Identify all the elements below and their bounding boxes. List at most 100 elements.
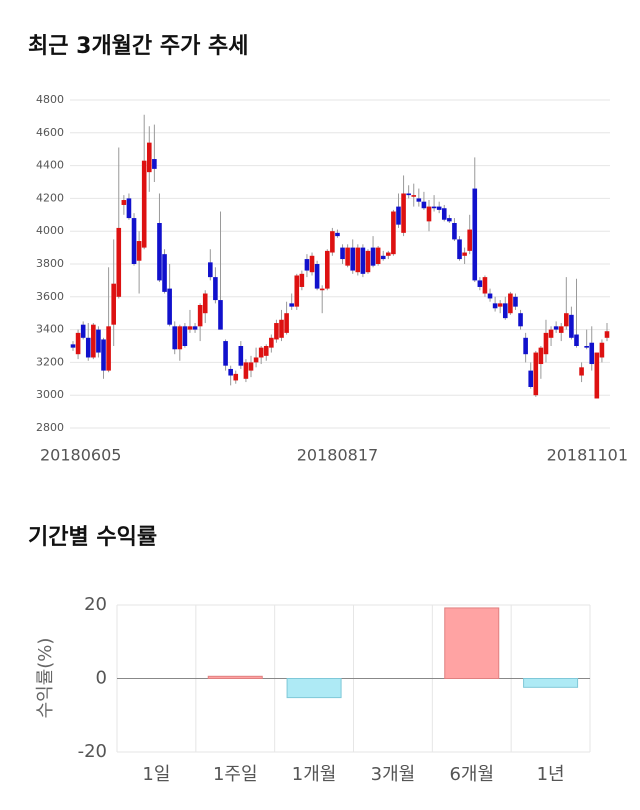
- candle-body: [523, 337, 528, 355]
- candle-body: [248, 362, 254, 371]
- candle-body: [492, 303, 498, 309]
- candle-body: [192, 326, 198, 330]
- candle-body: [304, 259, 310, 271]
- candle-body: [141, 160, 147, 248]
- candle-body: [182, 326, 188, 346]
- y-tick-label: -20: [78, 741, 107, 762]
- candle-body: [482, 277, 488, 294]
- candle-body: [350, 247, 356, 271]
- candle-body: [528, 370, 534, 387]
- candle-body: [101, 339, 106, 371]
- candle-body: [431, 206, 437, 209]
- candle-body: [467, 229, 472, 251]
- candle-body: [502, 303, 508, 319]
- candle-body: [136, 241, 142, 261]
- candle-body: [370, 247, 376, 266]
- candle-body: [197, 305, 203, 327]
- candle-body: [258, 347, 264, 358]
- candle-body: [152, 159, 157, 169]
- candle-body: [391, 211, 396, 255]
- candle-body: [538, 347, 544, 365]
- candle-body: [131, 218, 137, 264]
- candle-body: [70, 344, 76, 348]
- candle-body: [324, 250, 330, 289]
- candle-body: [518, 313, 523, 327]
- x-tick-label: 20180817: [297, 446, 378, 465]
- y-tick-label: 4800: [36, 93, 64, 106]
- y-tick-label: 4200: [36, 191, 64, 204]
- candle-body: [91, 324, 96, 358]
- candle-body: [365, 250, 371, 273]
- candle-body: [599, 342, 605, 358]
- candle-body: [457, 239, 462, 260]
- candle-body: [162, 254, 167, 292]
- candle-body: [335, 232, 340, 237]
- candle-body: [177, 326, 183, 350]
- candle-body: [284, 313, 289, 333]
- chart-title: 최근 3개월간 주가 추세: [28, 34, 248, 59]
- x-tick-label: 1일: [142, 764, 170, 785]
- candle-body: [436, 206, 442, 210]
- candle-body: [294, 275, 300, 307]
- candle-body: [462, 252, 467, 256]
- candle-body: [558, 326, 564, 333]
- candle-body: [452, 223, 457, 240]
- candle-body: [299, 273, 305, 287]
- candle-body: [202, 293, 208, 314]
- y-tick-label: 4000: [36, 224, 64, 237]
- candle-body: [533, 352, 539, 396]
- bar: [207, 675, 263, 679]
- candle-body: [208, 262, 213, 278]
- candle-body: [228, 368, 233, 376]
- candle-body: [579, 367, 584, 376]
- candle-body: [309, 255, 315, 273]
- candle-body: [75, 332, 81, 355]
- candle-body: [396, 206, 401, 225]
- candle-body: [584, 346, 589, 348]
- x-tick-label: 1년: [537, 764, 565, 785]
- candle-body: [263, 346, 269, 356]
- x-tick-label: 1주일: [213, 764, 258, 785]
- candle-body: [213, 277, 218, 301]
- y-tick-label: 4600: [36, 126, 64, 139]
- candle-body: [487, 293, 493, 299]
- candle-body: [121, 200, 127, 205]
- candle-body: [223, 341, 228, 366]
- candle-body: [426, 206, 432, 222]
- candle-body: [345, 247, 350, 266]
- candle-body: [548, 329, 554, 338]
- candle-body: [375, 247, 381, 264]
- candle-body: [238, 346, 244, 366]
- candle-body: [569, 314, 574, 338]
- candle-body: [472, 188, 478, 281]
- candle-body: [564, 313, 569, 327]
- y-tick-label: 3800: [36, 257, 64, 270]
- candle-body: [589, 342, 595, 365]
- candle-body: [411, 195, 417, 197]
- candle-body: [386, 252, 391, 256]
- x-tick-label: 3개월: [371, 764, 416, 785]
- candle-body: [187, 326, 193, 330]
- candle-body: [340, 247, 345, 260]
- candle-body: [508, 293, 513, 314]
- y-tick-label: 2800: [36, 421, 64, 434]
- candle-body: [416, 198, 422, 202]
- candle-body: [146, 142, 152, 173]
- y-axis-label: 수익률(%): [35, 638, 56, 719]
- candle-body: [253, 357, 259, 363]
- bar: [523, 678, 579, 688]
- candle-body: [543, 332, 549, 355]
- candle-body: [360, 247, 366, 274]
- candle-body: [319, 288, 325, 291]
- candle-body: [447, 218, 452, 222]
- y-tick-label: 3400: [36, 323, 64, 336]
- candle-body: [116, 227, 122, 297]
- candle-body: [380, 255, 386, 260]
- x-tick-label: 6개월: [449, 764, 494, 785]
- candle-body: [85, 337, 91, 358]
- candle-body: [218, 300, 223, 330]
- x-tick-label: 1개월: [292, 764, 337, 785]
- candle-body: [233, 373, 239, 381]
- candle-body: [172, 326, 178, 350]
- candle-body: [106, 326, 111, 371]
